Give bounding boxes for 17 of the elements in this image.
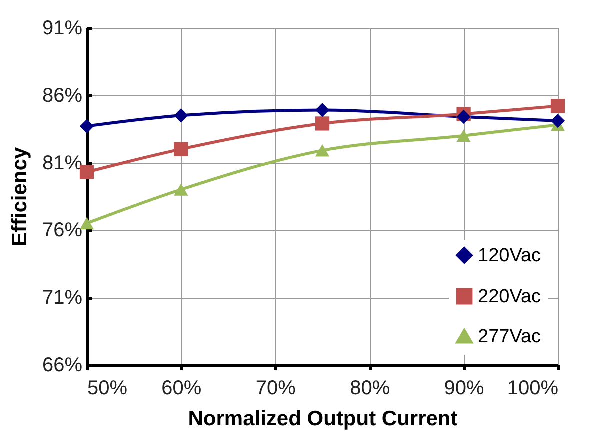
x-tick-label: 50% bbox=[88, 378, 128, 400]
y-tick-label: 91% bbox=[42, 18, 83, 40]
x-axis-title: Normalized Output Current bbox=[188, 408, 458, 430]
x-tick-label: 70% bbox=[256, 378, 296, 400]
legend-label: 277Vac bbox=[478, 326, 542, 348]
legend-label: 120Vac bbox=[478, 246, 542, 266]
y-tick-label: 71% bbox=[42, 287, 83, 310]
legend-label: 220Vac bbox=[478, 286, 542, 308]
x-tick-label: 60% bbox=[162, 378, 202, 400]
y-tick-label: 81% bbox=[42, 152, 83, 174]
y-tick-label: 86% bbox=[42, 84, 83, 107]
y-axis-title: Efficiency bbox=[8, 147, 32, 247]
x-tick-label: 100% bbox=[507, 378, 559, 400]
x-tick-label: 80% bbox=[350, 378, 390, 400]
y-tick-label: 66% bbox=[42, 354, 83, 376]
y-tick-label: 76% bbox=[42, 220, 83, 242]
x-tick-label: 90% bbox=[444, 378, 485, 400]
